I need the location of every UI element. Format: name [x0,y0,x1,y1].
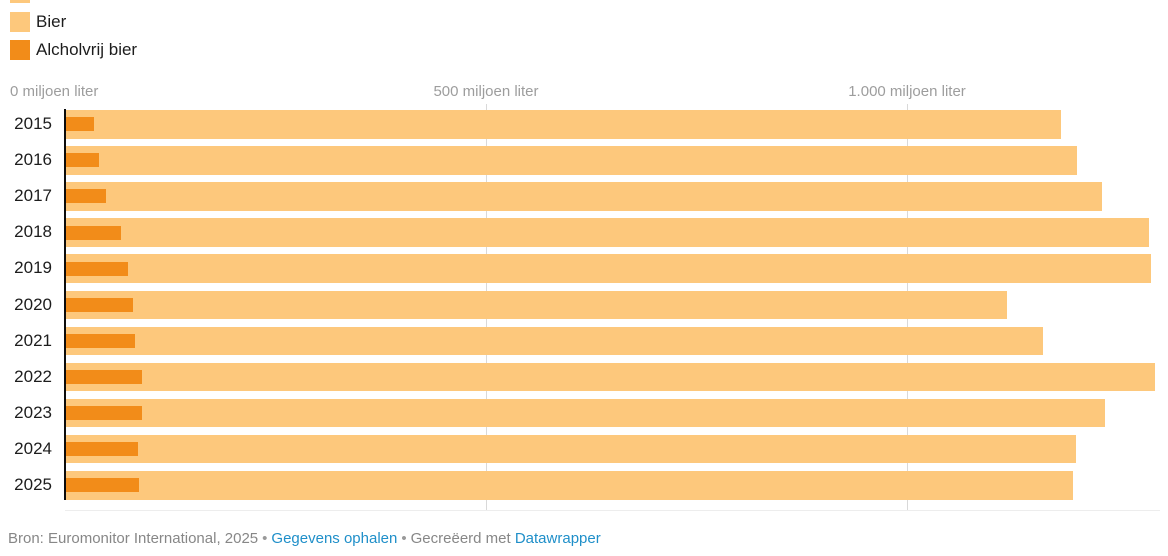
bar-bier-2025[interactable] [65,471,1073,500]
footer-separator: • [401,530,407,547]
footer-separator: • [262,530,268,547]
bar-bier-2022[interactable] [65,362,1156,392]
legend-item-alcoholvrij-bier: Alcholvrij bier [10,40,137,60]
category-label-2023: 2023 [14,402,52,422]
category-label-2015: 2015 [14,114,52,133]
datawrapper-link[interactable]: Datawrapper [514,530,601,547]
bar-bier-2016[interactable] [65,146,1078,175]
legend-swatch-bier [10,12,30,32]
bar-alcoholvrij-bier-2015[interactable] [65,117,94,132]
y-axis-line [64,109,66,500]
category-label-2019: 2019 [14,258,52,278]
bar-alcoholvrij-bier-2022[interactable] [65,369,143,384]
bar-bier-2018[interactable] [65,218,1150,247]
source-text: Bron: Euromonitor International, 2025 [8,530,259,547]
bar-bier-2015[interactable] [65,110,1062,139]
bar-bier-2019[interactable] [65,254,1152,283]
bar-bier-2020[interactable] [65,290,1008,319]
category-label-2025: 2025 [14,475,52,494]
category-label-2016: 2016 [14,150,52,170]
bar-alcoholvrij-bier-2023[interactable] [65,406,142,421]
category-label-2024: 2024 [14,438,52,458]
bar-bier-2021[interactable] [65,326,1043,356]
bar-alcoholvrij-bier-2017[interactable] [65,189,107,204]
cropped-header-artifact [10,0,30,3]
bar-bier-2017[interactable] [65,182,1102,211]
created-with-text: Gecreëerd met [410,530,511,547]
footer: Bron: Euromonitor International, 2025 • Ge… [8,530,601,547]
category-label-2017: 2017 [14,186,52,206]
bar-bier-2023[interactable] [65,398,1105,428]
bar-alcoholvrij-bier-2018[interactable] [65,225,122,240]
category-label-2018: 2018 [14,222,52,242]
x-axis-tick-label-500: 500 miljoen liter [433,83,539,100]
bar-alcoholvrij-bier-2021[interactable] [65,333,135,348]
category-label-2022: 2022 [14,366,52,386]
bar-alcoholvrij-bier-2024[interactable] [65,442,139,457]
legend-label-alcoholvrij-bier: Alcholvrij bier [36,40,138,59]
legend-swatch-alcoholvrij-bier [10,40,30,60]
bar-alcoholvrij-bier-2019[interactable] [65,261,129,276]
legend-label-bier: Bier [36,12,67,31]
bar-alcoholvrij-bier-2025[interactable] [65,478,140,493]
get-data-link[interactable]: Gegevens ophalen [271,530,398,547]
plot-bottom-border [65,510,1160,511]
legend-item-bier: Bier [10,12,66,32]
category-label-2021: 2021 [14,330,52,350]
x-axis-tick-label-1000: 1.000 miljoen liter [848,83,966,100]
bar-alcoholvrij-bier-2016[interactable] [65,153,99,168]
x-axis-tick-label-0: 0 miljoen liter [10,83,99,100]
bar-bier-2024[interactable] [65,434,1077,464]
bar-alcoholvrij-bier-2020[interactable] [65,297,134,312]
category-label-2020: 2020 [14,294,52,314]
